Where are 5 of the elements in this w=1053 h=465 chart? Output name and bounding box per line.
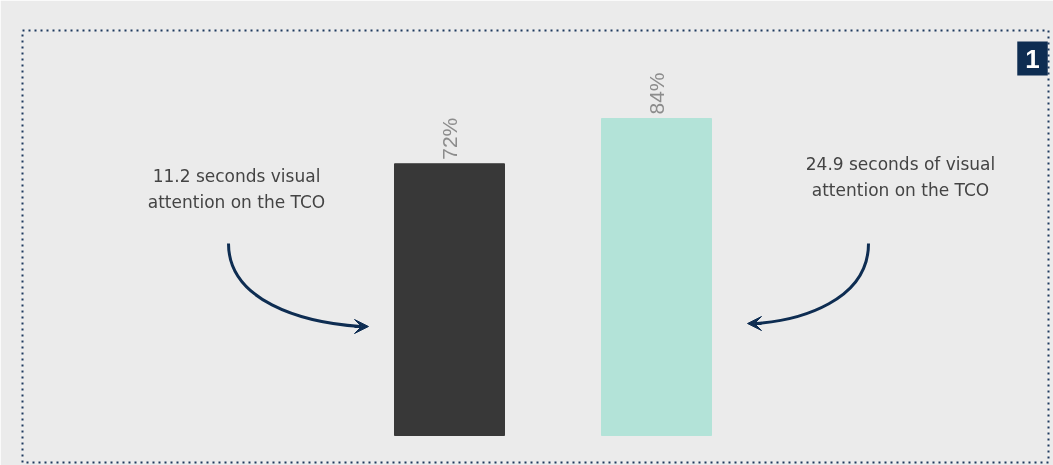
text: 24.9 seconds of visual attention on the TCO bbox=[805, 153, 996, 200]
text: 1 bbox=[1025, 43, 1040, 74]
text: 11.2 seconds visual attention on the TCO bbox=[147, 165, 326, 212]
data-label: 72% bbox=[438, 117, 461, 160]
data-label: 84% bbox=[645, 72, 668, 115]
